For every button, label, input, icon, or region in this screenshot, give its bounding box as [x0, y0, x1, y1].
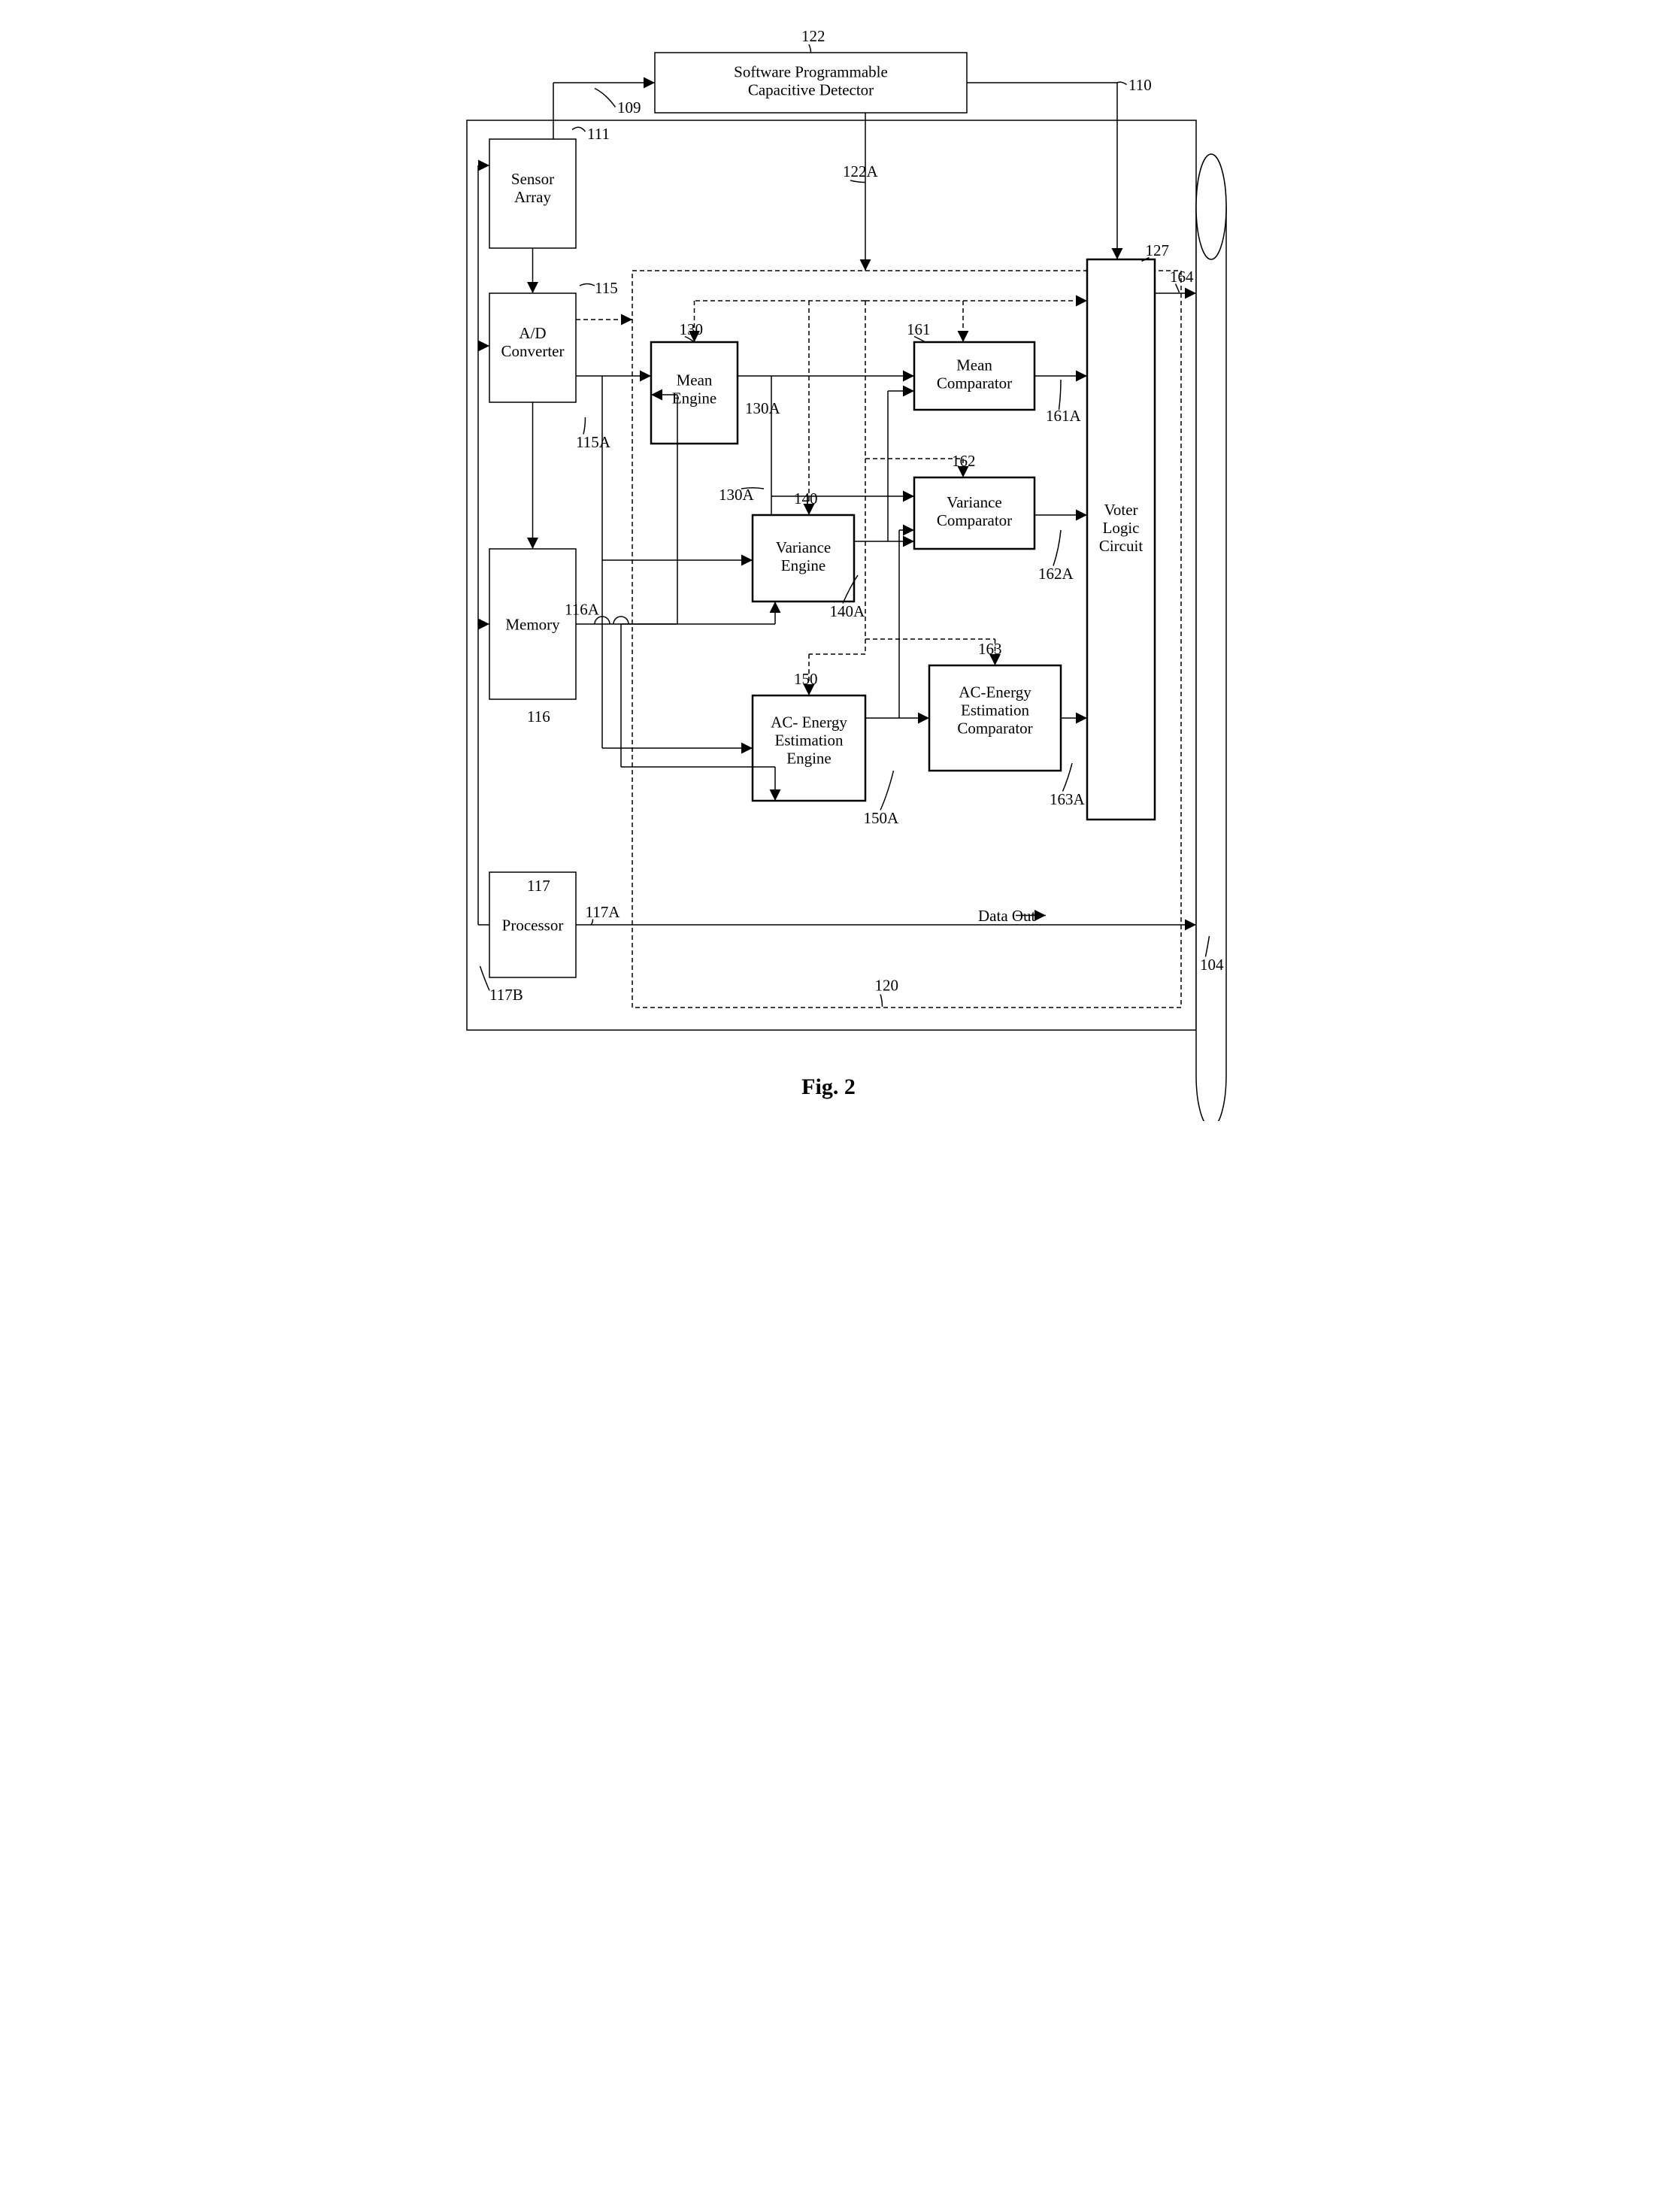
- ref-150: 150: [794, 670, 818, 688]
- ref-120: 120: [875, 977, 899, 995]
- ref-130: 130: [680, 320, 704, 338]
- voter-logic-label: VoterLogicCircuit: [1099, 501, 1143, 555]
- ref-122a: 122A: [843, 162, 879, 180]
- mean-engine-label: MeanEngine: [672, 371, 716, 408]
- ref-163: 163: [978, 640, 1002, 658]
- ref-117a: 117A: [586, 903, 621, 921]
- ref-161: 161: [907, 320, 931, 338]
- processor-label: Processor: [502, 917, 564, 935]
- ref-150a: 150A: [864, 809, 900, 827]
- ref-164: 164: [1170, 268, 1194, 286]
- ref-117b: 117B: [489, 986, 523, 1004]
- ref-140: 140: [794, 489, 818, 508]
- memory-label: Memory: [505, 616, 560, 634]
- variance-comparator-label: VarianceComparator: [937, 493, 1012, 529]
- sensor-array-label: SensorArray: [511, 170, 554, 206]
- variance-engine-label: VarianceEngine: [776, 538, 831, 574]
- ref-116a: 116A: [565, 601, 600, 619]
- ref-161a: 161A: [1046, 407, 1082, 425]
- ref-127: 127: [1146, 241, 1170, 259]
- ref-162: 162: [952, 452, 976, 470]
- spcd-label: Software ProgrammableCapacitive Detector: [734, 63, 888, 99]
- figure-label: Fig. 2: [801, 1074, 856, 1099]
- ref-140a: 140A: [830, 602, 866, 620]
- ref-130a: 130A: [745, 399, 781, 417]
- ref-163a: 163A: [1050, 790, 1086, 808]
- ref-116: 116: [527, 708, 550, 726]
- ref-104: 104: [1200, 956, 1224, 974]
- ac-energy-comparator-label: AC-EnergyEstimationComparator: [957, 683, 1032, 738]
- ref-115: 115: [595, 279, 618, 297]
- ref-162a: 162A: [1038, 565, 1074, 583]
- ref-117: 117: [527, 877, 550, 895]
- ref-115a: 115A: [576, 433, 611, 451]
- ref-109: 109: [617, 98, 641, 117]
- ref-111: 111: [587, 125, 610, 143]
- ref-110: 110: [1128, 76, 1152, 94]
- diagram: SensorArray Software ProgrammableCapacit…: [414, 15, 1243, 1121]
- ref-122: 122: [801, 27, 825, 45]
- bus-body: [1196, 207, 1226, 1121]
